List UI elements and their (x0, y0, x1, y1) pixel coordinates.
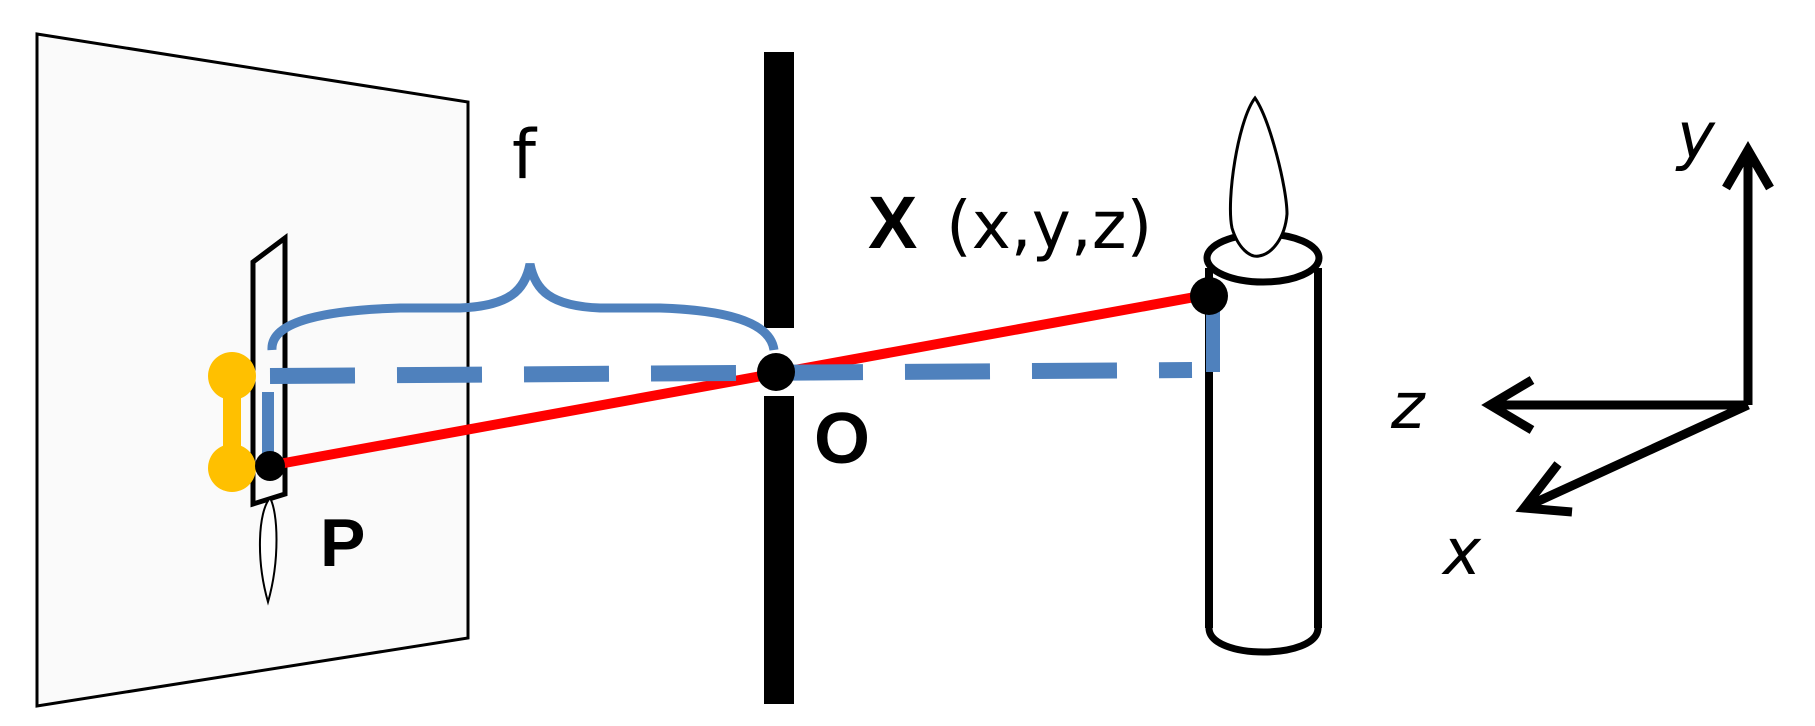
focal-length-brace (267, 263, 779, 352)
optical-axis-dashed (269, 362, 1193, 384)
x-arrow-icon (1515, 461, 1573, 517)
pinhole-barrier-top (764, 52, 794, 328)
pinhole-barrier-bottom (764, 396, 794, 704)
y-arrow-icon (1722, 141, 1774, 191)
z-arrow-icon (1481, 376, 1535, 434)
flame-icon (1228, 95, 1289, 258)
inverted-flame-icon (258, 496, 278, 606)
pinhole-point (757, 353, 795, 391)
image-point-dot (255, 451, 285, 481)
inverted-candle-image (250, 233, 288, 606)
world-point-symbol: X (868, 181, 917, 264)
projection-ray (267, 290, 1207, 471)
candle-object (1203, 95, 1323, 656)
x-axis-label: x (1441, 516, 1482, 590)
x-axis-line (1528, 400, 1750, 510)
world-point-coords: (x,y,z) (946, 187, 1152, 264)
y-axis-label: y (1675, 100, 1716, 174)
coordinate-axes (1481, 141, 1774, 517)
world-point-dot (1190, 277, 1228, 315)
z-axis-label: z (1390, 370, 1426, 444)
optical-center-label: O (814, 399, 870, 479)
image-point-label: P (320, 505, 365, 581)
focal-length-label: f (512, 116, 538, 195)
image-segment-top-dot (208, 352, 256, 400)
image-segment-bottom-dot (208, 444, 256, 492)
